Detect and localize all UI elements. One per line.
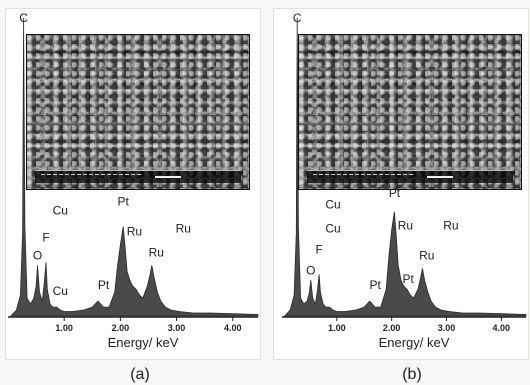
x-axis-title: Energy/ keV (379, 335, 450, 350)
peak-label: Pt (370, 278, 382, 292)
sem-scalebar-a (35, 170, 241, 183)
peak-label: Cu (53, 284, 68, 298)
x-tick-label: 3.00 (438, 323, 456, 333)
peak-label: O (306, 263, 315, 277)
peak-label: F (42, 231, 49, 245)
peak-label: Cu (325, 198, 340, 212)
peak-label: Cu (53, 204, 68, 218)
peak-label: Pt (402, 272, 414, 286)
caption-b: (b) (402, 366, 422, 383)
sem-micrograph-b (298, 34, 522, 190)
peak-label: Pt (117, 195, 129, 209)
peak-label: C (19, 11, 28, 25)
x-tick-label: 2.00 (383, 323, 401, 333)
sem-scalebar-b (307, 170, 513, 183)
peak-label: F (315, 242, 322, 256)
peak-label: Ru (419, 248, 434, 262)
peak-label: Ru (443, 219, 458, 233)
x-tick-label: 4.00 (493, 323, 511, 333)
spectrum-series (283, 17, 527, 317)
peak-label: O (33, 248, 42, 262)
peak-label: Ru (149, 245, 164, 259)
peak-label: Ru (176, 222, 191, 236)
x-tick-label: 1.00 (55, 323, 73, 333)
x-tick-label: 2.00 (112, 323, 130, 333)
peak-label: Cu (325, 222, 340, 236)
caption-a: (a) (130, 366, 150, 383)
x-tick-label: 1.00 (328, 323, 346, 333)
peak-label: C (293, 11, 302, 25)
peak-label: Ru (398, 219, 413, 233)
peak-label: Ru (127, 225, 142, 239)
spectrum-series (9, 17, 259, 317)
x-tick-label: 3.00 (168, 323, 186, 333)
x-axis-title: Energy/ keV (108, 335, 179, 350)
x-tick-label: 4.00 (224, 323, 242, 333)
sem-micrograph-a (26, 34, 250, 190)
peak-label: Pt (98, 278, 110, 292)
